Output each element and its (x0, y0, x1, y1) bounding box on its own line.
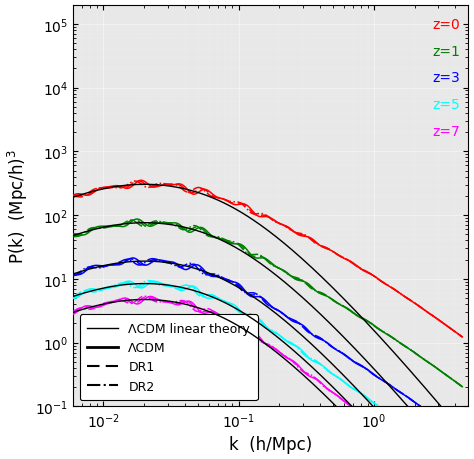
Text: z=3: z=3 (433, 71, 461, 85)
Text: z=7: z=7 (433, 125, 461, 139)
Y-axis label: P(k)  (Mpc/h)$^3$: P(k) (Mpc/h)$^3$ (6, 149, 30, 263)
Legend: ΛCDM linear theory, ΛCDM, DR1, DR2: ΛCDM linear theory, ΛCDM, DR1, DR2 (80, 315, 257, 400)
Text: z=0: z=0 (433, 17, 461, 32)
Text: z=1: z=1 (433, 45, 461, 58)
X-axis label: k  (h/Mpc): k (h/Mpc) (229, 436, 312, 453)
Text: z=5: z=5 (433, 98, 461, 112)
